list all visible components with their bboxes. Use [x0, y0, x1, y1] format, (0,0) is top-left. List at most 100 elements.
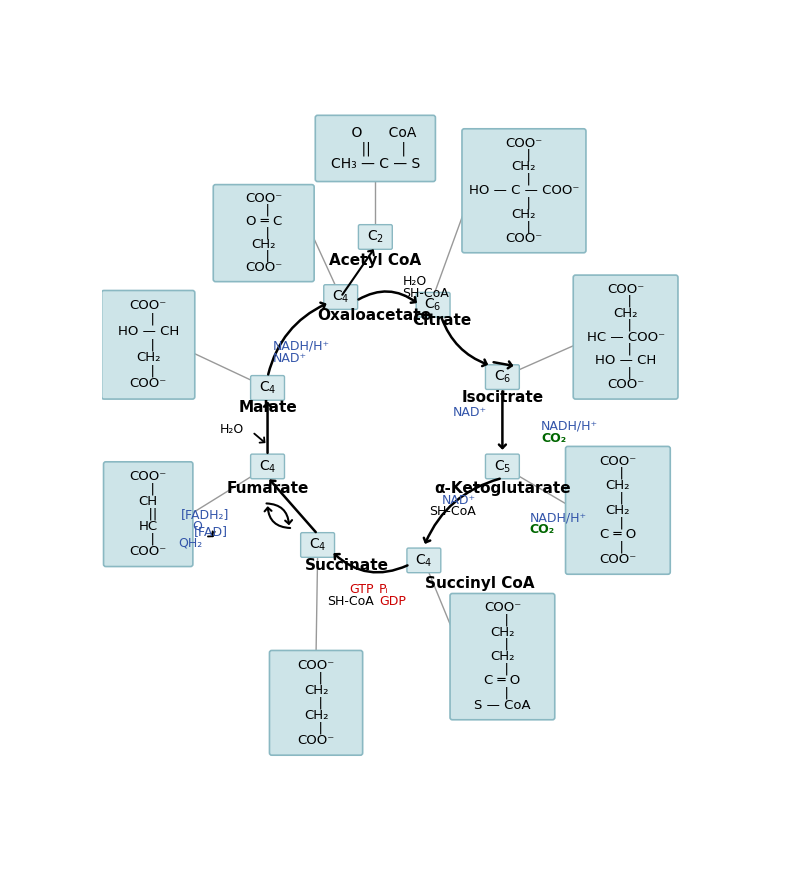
Text: |: | [496, 638, 509, 651]
Text: Succinate: Succinate [305, 558, 389, 573]
Text: SH-CoA: SH-CoA [429, 506, 475, 518]
Text: C$_{5}$: C$_{5}$ [494, 458, 511, 475]
Text: NAD⁺: NAD⁺ [273, 352, 307, 365]
Text: COO⁻: COO⁻ [130, 377, 167, 390]
FancyBboxPatch shape [324, 285, 358, 309]
Text: HC — COO⁻: HC — COO⁻ [586, 331, 665, 344]
Text: |: | [142, 483, 154, 496]
Text: O      CoA: O CoA [334, 126, 417, 140]
Text: |: | [142, 312, 154, 325]
Text: COO⁻: COO⁻ [506, 136, 542, 149]
Text: CH: CH [138, 495, 158, 508]
Text: COO⁻: COO⁻ [484, 601, 521, 614]
FancyBboxPatch shape [315, 115, 435, 181]
Text: CH₂: CH₂ [512, 208, 536, 221]
Text: |: | [619, 318, 632, 332]
Text: CH₂: CH₂ [606, 504, 630, 517]
FancyBboxPatch shape [574, 275, 678, 399]
Text: |: | [142, 339, 154, 351]
Text: |: | [619, 366, 632, 379]
Text: COO⁻: COO⁻ [245, 262, 282, 274]
FancyBboxPatch shape [416, 293, 450, 317]
Text: Citrate: Citrate [413, 313, 472, 328]
Text: SH-CoA: SH-CoA [402, 286, 449, 300]
FancyBboxPatch shape [486, 454, 519, 479]
FancyBboxPatch shape [250, 376, 285, 400]
Text: C$_{4}$: C$_{4}$ [309, 537, 326, 553]
Text: |: | [310, 671, 322, 684]
Text: [FAD]: [FAD] [194, 524, 227, 537]
Text: NADH/H⁺: NADH/H⁺ [273, 339, 330, 353]
Text: C$_{6}$: C$_{6}$ [494, 369, 511, 385]
Text: |: | [496, 662, 509, 675]
Text: CH₂: CH₂ [606, 479, 630, 492]
Text: |: | [258, 249, 270, 263]
Text: COO⁻: COO⁻ [245, 192, 282, 205]
Text: CH₂: CH₂ [304, 709, 328, 722]
Text: H₂O: H₂O [220, 423, 245, 436]
Text: |: | [518, 196, 530, 210]
Text: CH₂: CH₂ [136, 351, 161, 364]
Text: GDP: GDP [379, 595, 406, 607]
Text: NADH/H⁺: NADH/H⁺ [541, 419, 598, 432]
Text: |: | [611, 541, 624, 553]
Text: HC: HC [138, 520, 158, 533]
FancyBboxPatch shape [301, 533, 334, 557]
FancyBboxPatch shape [462, 129, 586, 253]
FancyBboxPatch shape [270, 651, 362, 755]
Text: COO⁻: COO⁻ [298, 734, 334, 747]
Text: C$_{2}$: C$_{2}$ [367, 229, 384, 245]
Text: Isocitrate: Isocitrate [462, 390, 543, 405]
Text: |: | [619, 342, 632, 355]
Text: Q: Q [192, 519, 202, 532]
Text: COO⁻: COO⁻ [607, 283, 644, 296]
Text: COO⁻: COO⁻ [130, 300, 167, 312]
FancyBboxPatch shape [103, 461, 193, 567]
Text: COO⁻: COO⁻ [607, 378, 644, 392]
Text: Fumarate: Fumarate [226, 481, 309, 496]
Text: C ═ O: C ═ O [484, 674, 521, 688]
Text: |: | [611, 492, 624, 505]
Text: COO⁻: COO⁻ [298, 659, 334, 672]
Text: CH₂: CH₂ [614, 307, 638, 320]
Text: |: | [496, 613, 509, 627]
Text: QH₂: QH₂ [178, 537, 202, 550]
FancyBboxPatch shape [450, 593, 554, 720]
Text: COO⁻: COO⁻ [130, 470, 167, 484]
Text: |: | [258, 203, 270, 217]
Text: HO — CH: HO — CH [595, 354, 656, 368]
Text: |: | [518, 220, 530, 233]
Text: |: | [142, 533, 154, 545]
Text: CH₂: CH₂ [251, 238, 276, 251]
Text: H₂O: H₂O [402, 275, 426, 288]
FancyBboxPatch shape [407, 548, 441, 573]
Text: GTP: GTP [350, 583, 374, 596]
Text: COO⁻: COO⁻ [599, 553, 637, 566]
Text: C ═ O: C ═ O [600, 529, 636, 542]
FancyBboxPatch shape [250, 454, 285, 479]
Text: |: | [258, 226, 270, 240]
Text: CH₂: CH₂ [490, 626, 514, 639]
Text: |: | [310, 697, 322, 709]
Text: S — CoA: S — CoA [474, 698, 530, 712]
Text: COO⁻: COO⁻ [506, 232, 542, 245]
Text: C$_{4}$: C$_{4}$ [332, 289, 350, 305]
FancyBboxPatch shape [358, 225, 392, 249]
Text: |: | [142, 364, 154, 377]
FancyBboxPatch shape [486, 365, 519, 390]
FancyBboxPatch shape [102, 291, 194, 399]
Text: α-Ketoglutarate: α-Ketoglutarate [434, 481, 570, 496]
Text: CH₃ — C — S: CH₃ — C — S [330, 156, 420, 171]
Text: NADH/H⁺: NADH/H⁺ [530, 512, 586, 524]
FancyBboxPatch shape [566, 446, 670, 575]
Text: C$_{6}$: C$_{6}$ [425, 296, 442, 313]
Text: |: | [496, 687, 509, 699]
Text: HO — C — COO⁻: HO — C — COO⁻ [469, 184, 579, 197]
Text: CH₂: CH₂ [490, 650, 514, 663]
Text: CH₂: CH₂ [512, 160, 536, 173]
Text: |: | [611, 516, 624, 530]
Text: COO⁻: COO⁻ [599, 454, 637, 468]
Text: NAD⁺: NAD⁺ [453, 406, 487, 419]
Text: COO⁻: COO⁻ [130, 545, 167, 558]
FancyBboxPatch shape [214, 185, 314, 282]
